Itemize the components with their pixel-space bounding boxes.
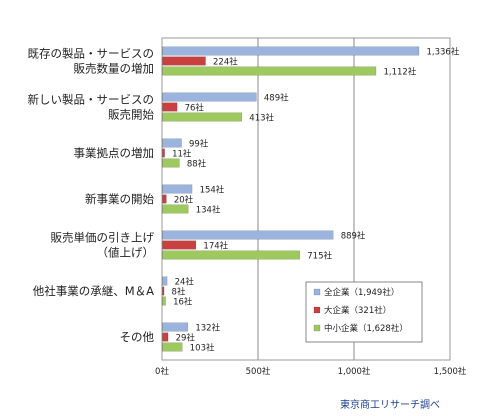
data-label: 154社 — [200, 184, 225, 195]
category-label: 販売単価の引き上げ — [51, 231, 155, 245]
data-label: 76社 — [185, 102, 205, 113]
data-label: 1,112社 — [384, 66, 417, 77]
data-label: 8社 — [172, 286, 186, 297]
data-label: 134社 — [196, 204, 221, 215]
bar — [162, 322, 189, 332]
bar — [162, 204, 189, 214]
legend-swatch — [313, 288, 321, 296]
bar — [162, 230, 334, 240]
legend-label: 全企業（1,949社） — [324, 287, 399, 298]
bar — [162, 138, 182, 148]
bar — [162, 56, 206, 66]
bar — [162, 296, 166, 306]
data-label: 16社 — [173, 296, 193, 307]
category-label: 他社事業の承継、M＆A — [33, 284, 154, 298]
bar — [162, 276, 168, 286]
data-label: 174社 — [203, 240, 228, 251]
category-label: 新しい製品・サービスの — [28, 93, 155, 107]
category-label: 販売数量の増加 — [74, 62, 155, 76]
data-label: 88社 — [187, 158, 207, 169]
data-label: 489社 — [264, 92, 289, 103]
legend-label: 大企業（321社） — [324, 305, 391, 316]
category-label: （値上げ） — [97, 246, 155, 260]
data-label: 715社 — [307, 250, 332, 261]
data-label: 20社 — [174, 194, 194, 205]
source-note: 東京商工リサーチ調べ — [340, 400, 440, 411]
bar — [162, 332, 169, 342]
x-tick-label: 500社 — [246, 366, 271, 377]
data-label: 1,336社 — [427, 46, 460, 57]
data-label: 889社 — [341, 230, 366, 241]
category-label: 既存の製品・サービスの — [28, 47, 155, 61]
bar — [162, 342, 183, 352]
data-label: 103社 — [190, 342, 215, 353]
bar — [162, 240, 197, 250]
data-label: 99社 — [189, 138, 209, 149]
x-tick-label: 1,000社 — [338, 366, 371, 377]
bar — [162, 194, 167, 204]
bar — [162, 46, 420, 56]
bar — [162, 148, 165, 158]
bar — [162, 102, 178, 112]
data-label: 224社 — [213, 56, 238, 67]
data-label: 29社 — [176, 332, 196, 343]
bar — [162, 66, 377, 76]
x-tick-label: 0社 — [155, 366, 169, 377]
bar — [162, 92, 257, 102]
plot-area — [161, 37, 451, 361]
bar — [162, 184, 193, 194]
category-label: 事業拠点の増加 — [74, 146, 155, 160]
legend-swatch — [313, 324, 321, 332]
data-label: 132社 — [195, 322, 220, 333]
category-label: 新事業の開始 — [85, 192, 154, 206]
category-label: 販売開始 — [108, 108, 154, 122]
legend-box — [305, 281, 423, 343]
bar — [162, 112, 243, 122]
legend-swatch — [313, 306, 321, 314]
bar — [162, 250, 301, 260]
category-label: その他 — [120, 330, 155, 344]
legend-label: 中小企業（1,628社） — [324, 323, 408, 334]
data-label: 413社 — [249, 112, 274, 123]
data-label: 11社 — [172, 148, 192, 159]
data-label: 24社 — [175, 276, 195, 287]
bar — [162, 286, 165, 296]
bar — [162, 158, 180, 168]
x-tick-label: 1,500社 — [434, 366, 467, 377]
